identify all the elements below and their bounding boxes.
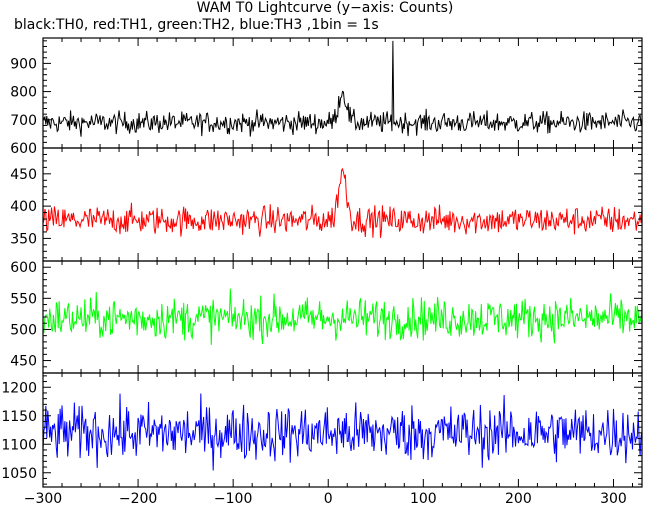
y-tick-label: 500 (10, 322, 37, 338)
x-tick-label: −100 (214, 491, 252, 505)
series-line-th0 (42, 40, 643, 137)
series-line-th1 (42, 167, 643, 238)
x-tick-label: −300 (24, 491, 62, 505)
x-tick-label: 300 (600, 491, 627, 505)
y-tick-label: 600 (10, 141, 37, 157)
y-tick-label: 450 (10, 167, 37, 183)
y-tick-label: 350 (10, 231, 37, 247)
y-tick-label: 800 (10, 85, 37, 101)
y-tick-label: 450 (10, 354, 37, 370)
chart-title: WAM T0 Lightcurve (y−axis: Counts) (196, 0, 454, 16)
chart-subtitle: black:TH0, red:TH1, green:TH2, blue:TH3 … (14, 17, 379, 33)
y-tick-label: 1200 (1, 380, 37, 396)
series-line-th3 (42, 393, 643, 471)
panel-frame (42, 372, 643, 488)
x-tick-label: 200 (505, 491, 532, 505)
y-tick-label: 700 (10, 113, 37, 129)
y-tick-label: 1100 (1, 437, 37, 453)
y-tick-label: 550 (10, 291, 37, 307)
x-tick-label: −200 (119, 491, 157, 505)
y-tick-label: 900 (10, 56, 37, 72)
y-tick-label: 400 (10, 199, 37, 215)
y-tick-label: 600 (10, 260, 37, 276)
y-tick-label: 1150 (1, 409, 37, 425)
x-tick-label: 0 (324, 491, 333, 505)
panel-frame (42, 147, 643, 262)
series-line-th2 (42, 288, 643, 345)
x-tick-label: 100 (410, 491, 437, 505)
y-tick-label: 1050 (1, 466, 37, 482)
